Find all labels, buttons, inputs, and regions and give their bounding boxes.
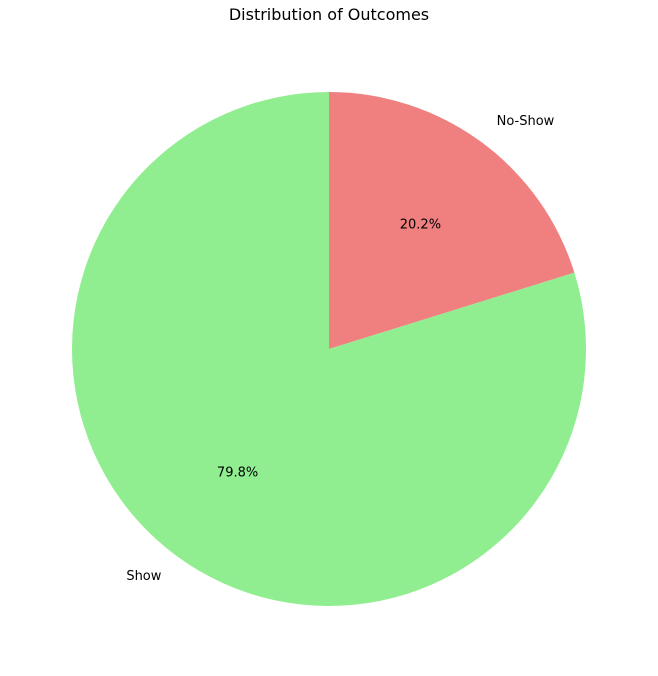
slice-label-no-show: No-Show [497, 114, 555, 129]
slice-label-show: Show [126, 569, 161, 584]
percent-label-show: 79.8% [217, 466, 258, 481]
pie-slice-no-show [329, 92, 575, 349]
percent-label-no-show: 20.2% [400, 217, 441, 232]
chart-title: Distribution of Outcomes [228, 5, 430, 24]
pie-slice-show [72, 92, 587, 607]
